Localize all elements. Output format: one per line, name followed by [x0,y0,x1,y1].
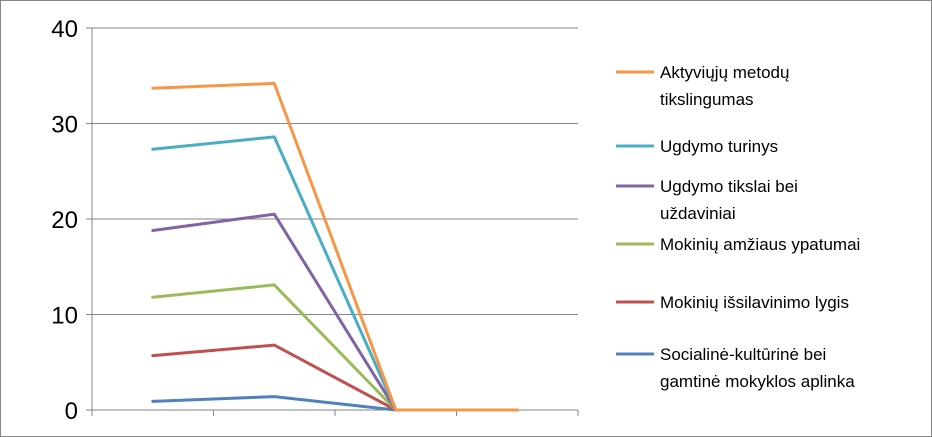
legend-label-1: Ugdymo turinys [660,137,778,156]
legend: Aktyviųjų metodų tikslingumas Ugdymo turin… [616,63,860,391]
y-axis-tick-labels: 0 10 20 30 40 [51,16,78,425]
legend-label-2: Ugdymo tikslai bei [660,177,798,196]
series-line-5 [151,395,519,412]
y-tick-label: 30 [51,112,78,139]
legend-label-3: Mokinių amžiaus ypatumai [660,235,860,254]
y-tick-label: 40 [51,16,78,43]
legend-label-0: Aktyviųjų metodų [660,63,789,82]
series-line-0 [151,81,519,412]
legend-label-5: gamtinė mokyklos aplinka [660,372,855,391]
series-line-1 [151,135,519,412]
legend-label-5: Socialinė-kultūrinė bei [660,345,826,364]
y-tick-label: 10 [51,303,78,330]
axes [86,27,579,416]
legend-label-0: tikslingumas [660,90,754,109]
series-lines [151,81,519,412]
y-tick-label: 0 [65,398,78,425]
legend-label-4: Mokinių išsilavinimo lygis [660,293,849,312]
legend-label-2: uždaviniai [660,204,736,223]
y-tick-label: 20 [51,207,78,234]
series-line-3 [151,283,519,412]
